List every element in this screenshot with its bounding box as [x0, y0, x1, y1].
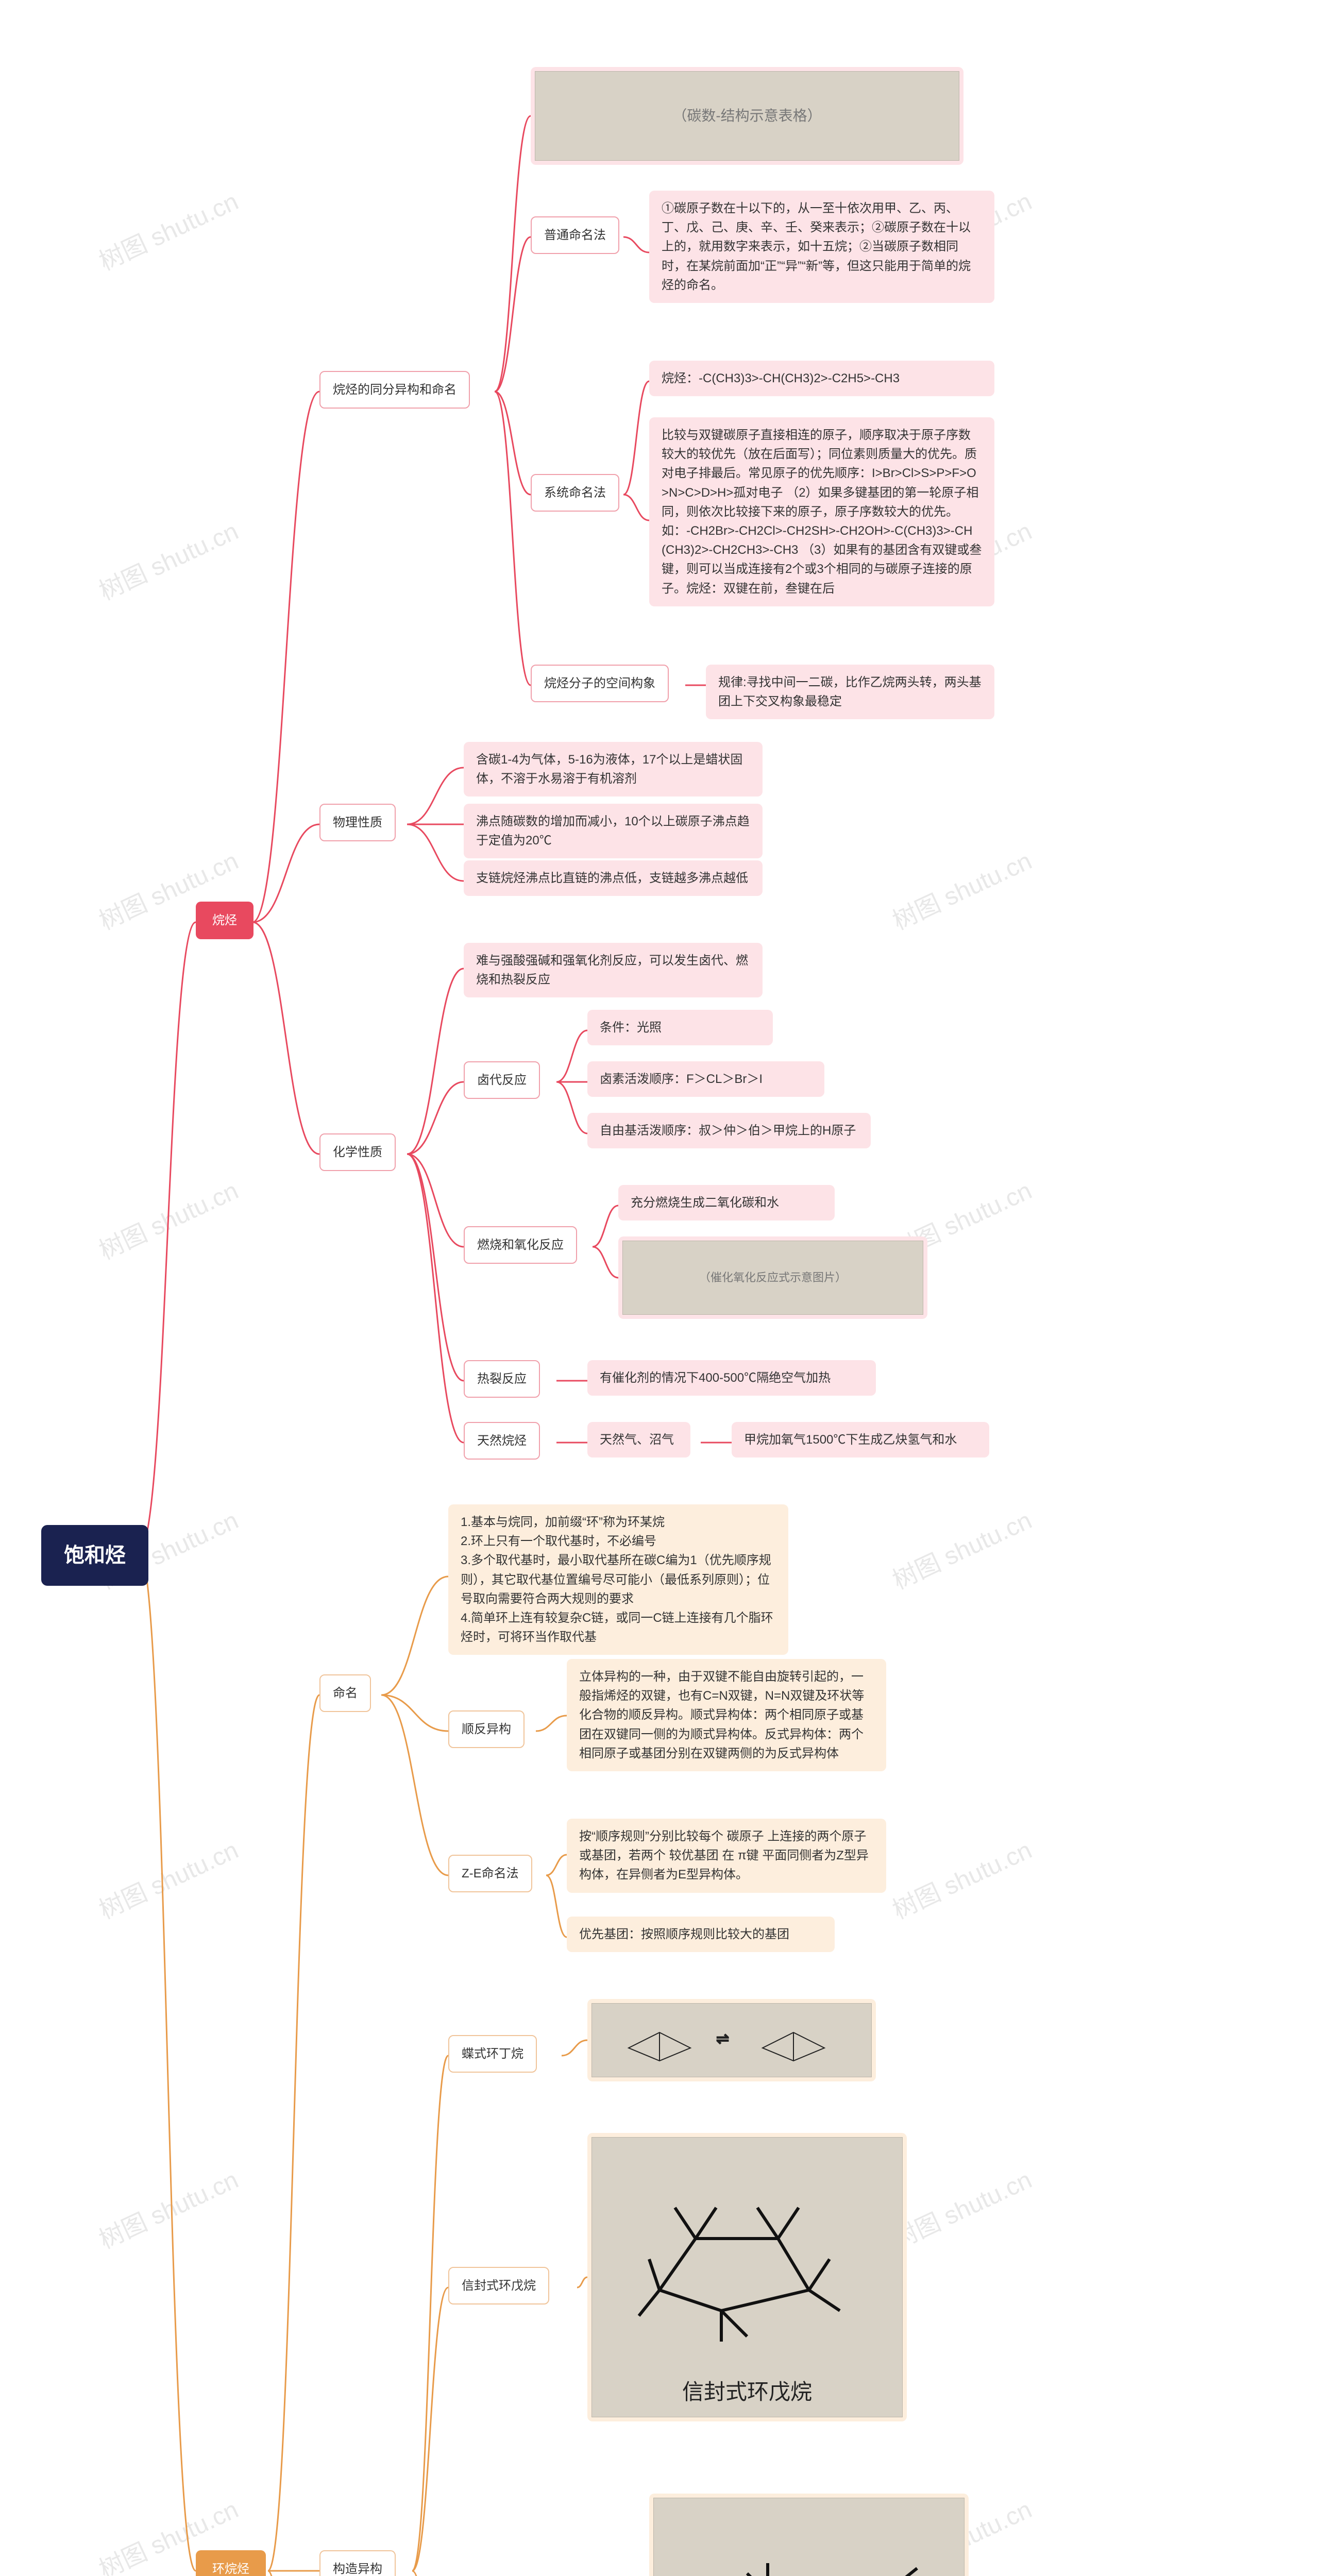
- physical-3: 支链烷烃沸点比直链的沸点低，支链越多沸点越低: [464, 860, 763, 896]
- svg-text:⇌: ⇌: [716, 2030, 729, 2047]
- crack-reaction: 热裂反应: [464, 1360, 540, 1398]
- halo-3: 自由基活泼顺序：叔＞仲＞伯＞甲烷上的H原子: [587, 1113, 871, 1148]
- chair-img-card: 椅式环己烷: [653, 2498, 965, 2576]
- physical-1: 含碳1-4为气体，5-16为液体，17个以上是蜡状固体，不溶于水易溶于有机溶剂: [464, 742, 763, 796]
- alkane-physical: 物理性质: [319, 804, 396, 841]
- burn-img: （催化氧化反应式示意图片）: [622, 1241, 923, 1315]
- butterfly-img-card: ⇌: [591, 2003, 872, 2077]
- crack-1: 有催化剂的情况下400-500℃隔绝空气加热: [587, 1360, 876, 1396]
- space-conformation-detail: 规律:寻找中间一二碳，比作乙烷两头转，两头基团上下交叉构象最稳定: [706, 665, 994, 719]
- watermark: 树图 shutu.cn: [92, 511, 243, 607]
- systematic-naming: 系统命名法: [531, 474, 619, 512]
- root-node: 饱和烃: [41, 1525, 148, 1586]
- butterfly-svg: ⇌: [608, 2004, 855, 2077]
- chem-1: 难与强酸强碱和强氧化剂反应，可以发生卤代、燃烧和热裂反应: [464, 943, 763, 997]
- cycloalkane-node: 环烷烃: [196, 2550, 266, 2576]
- halo-2: 卤素活泼顺序：F＞CL＞Br＞I: [587, 1061, 824, 1097]
- systematic-rule2: 比较与双键碳原子直接相连的原子，顺序取决于原子序数较大的较优先（放在后面写）；同…: [649, 417, 994, 606]
- watermark: 树图 shutu.cn: [92, 2160, 243, 2256]
- ze-d2: 优先基团：按照顺序规则比较大的基团: [567, 1917, 835, 1952]
- burn-2: （催化氧化反应式示意图片）: [618, 1236, 927, 1319]
- cis-trans: 顺反异构: [448, 1710, 525, 1748]
- cyclo-naming-big: 1.基本与烷同，加前缀“环”称为环某烷 2.环上只有一个取代基时，不必编号 3.…: [448, 1504, 788, 1655]
- burn-img-text: （催化氧化反应式示意图片）: [699, 1241, 847, 1314]
- alkane-img1: （碳数-结构示意表格）: [531, 67, 963, 165]
- watermark: 树图 shutu.cn: [886, 1830, 1037, 1926]
- chair-svg: [675, 2498, 943, 2576]
- halo-1: 条件：光照: [587, 1010, 773, 1045]
- burn-reaction: 燃烧和氧化反应: [464, 1226, 577, 1264]
- natural-1: 天然气、沼气: [587, 1422, 690, 1458]
- alkane-naming: 烷烃的同分异构和命名: [319, 371, 470, 409]
- chair-img: 椅式环己烷: [649, 2494, 969, 2576]
- table-img-text: （碳数-结构示意表格）: [672, 72, 821, 160]
- watermark: 树图 shutu.cn: [886, 841, 1037, 937]
- watermark: 树图 shutu.cn: [886, 2160, 1037, 2256]
- space-conformation: 烷烃分子的空间构象: [531, 665, 669, 702]
- envelope-pentane: 信封式环戊烷: [448, 2267, 549, 2304]
- ordinary-naming: 普通命名法: [531, 216, 619, 254]
- butterfly-butane: 蝶式环丁烷: [448, 2035, 537, 2073]
- watermark: 树图 shutu.cn: [92, 181, 243, 277]
- watermark: 树图 shutu.cn: [92, 1830, 243, 1926]
- cyclo-isomer: 构造异构: [319, 2550, 396, 2576]
- alkane-node: 烷烃: [196, 902, 253, 939]
- envelope-svg: [618, 2138, 876, 2371]
- physical-2: 沸点随碳数的增加而减小，10个以上碳原子沸点趋于定值为20℃: [464, 804, 763, 858]
- ordinary-naming-detail: ①碳原子数在十以下的，从一至十依次用甲、乙、丙、丁、戊、己、庚、辛、壬、癸来表示…: [649, 191, 994, 303]
- halo-reaction: 卤代反应: [464, 1061, 540, 1099]
- ze-naming: Z-E命名法: [448, 1855, 532, 1892]
- natural-alkane: 天然烷烃: [464, 1422, 540, 1460]
- burn-1: 充分燃烧生成二氧化碳和水: [618, 1185, 835, 1221]
- table-img-placeholder: （碳数-结构示意表格）: [535, 71, 959, 161]
- systematic-rule1: 烷烃：-C(CH3)3>-CH(CH3)2>-C2H5>-CH3: [649, 361, 994, 396]
- cis-trans-detail: 立体异构的一种，由于双键不能自由旋转引起的，一般指烯烃的双键，也有C=N双键，N…: [567, 1659, 886, 1771]
- ze-d1: 按“顺序规则”分别比较每个 碳原子 上连接的两个原子或基团，若两个 较优基团 在…: [567, 1819, 886, 1893]
- butterfly-img: ⇌: [587, 1999, 876, 2081]
- envelope-img-card: 信封式环戊烷: [591, 2137, 903, 2417]
- cyclo-naming: 命名: [319, 1674, 371, 1712]
- envelope-caption: 信封式环戊烷: [682, 2371, 812, 2417]
- watermark: 树图 shutu.cn: [92, 1171, 243, 1266]
- alkane-chemical: 化学性质: [319, 1133, 396, 1171]
- watermark: 树图 shutu.cn: [886, 1500, 1037, 1596]
- natural-2: 甲烷加氧气1500℃下生成乙炔氢气和水: [732, 1422, 989, 1458]
- envelope-img: 信封式环戊烷: [587, 2133, 907, 2421]
